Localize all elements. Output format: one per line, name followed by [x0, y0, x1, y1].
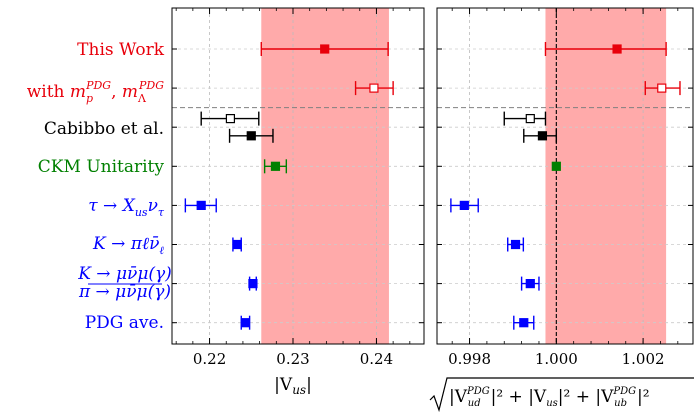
marker [369, 83, 379, 93]
uncertainty-band [545, 8, 667, 344]
marker [240, 318, 251, 328]
data-point [507, 237, 525, 252]
data-point [228, 128, 274, 143]
row-label-kmu2-ratio: K → μν̄μ(γ) π → μν̄μ(γ) [77, 264, 172, 302]
marker [225, 113, 236, 124]
data-point [450, 198, 479, 213]
uncertainty-band [261, 8, 389, 344]
row-label-this-work: This Work [77, 40, 165, 60]
data-point [200, 111, 260, 126]
row-labels: This Work with mpPDG, mΛPDG Cabibbo et a… [27, 40, 172, 333]
marker [270, 161, 281, 171]
marker [525, 113, 535, 124]
marker [537, 131, 548, 141]
data-point [354, 81, 394, 96]
row-label-tau-decay: τ → Xusντ [88, 196, 165, 219]
data-point [232, 237, 242, 252]
data-point [644, 81, 681, 96]
tick-label: 0.22 [193, 350, 226, 368]
data-point [263, 159, 288, 174]
row-label-ckm-unitarity: CKM Unitarity [38, 157, 165, 177]
tick-label: 0.23 [276, 350, 309, 368]
data-point [551, 161, 561, 171]
xlabel-unitarity: |VPDG ud |² + |Vus|² + |VPDG ub |² [429, 377, 694, 413]
data-point [513, 315, 535, 330]
row-label-pdg-average: PDG ave. [85, 313, 164, 333]
marker [196, 200, 206, 210]
marker [612, 44, 622, 54]
data-point [184, 198, 217, 213]
data-point [240, 315, 251, 330]
plot-area [172, 8, 424, 344]
marker [551, 161, 561, 171]
axes-frame [436, 7, 694, 345]
axes-frame [171, 7, 425, 345]
xlabel-vus: |Vus| [274, 375, 312, 397]
tick-label: 0.24 [360, 350, 393, 368]
panel-vus: 0.22 0.23 0.24 [171, 7, 425, 368]
marker [657, 83, 667, 93]
tick-label: 0.998 [448, 350, 491, 368]
marker [459, 200, 469, 210]
data-point [523, 128, 558, 143]
marker [320, 44, 330, 54]
marker [232, 239, 242, 250]
plot-area [437, 8, 693, 344]
ratio-numerator: K → μν̄μ(γ) [77, 264, 172, 284]
marker [510, 239, 521, 250]
tick-label: 1.002 [622, 350, 665, 368]
row-label-kaon-semileptonic: K → πℓν̄ℓ [92, 234, 164, 257]
data-point [260, 42, 389, 56]
ratio-denominator: π → μν̄μ(γ) [78, 282, 171, 302]
tick-label: 1.000 [535, 350, 578, 368]
panel-unitarity: 0.998 1.000 1.002 [436, 7, 694, 368]
marker [246, 131, 256, 141]
data-point [520, 276, 540, 291]
row-label-cabibbo: Cabibbo et al. [44, 119, 164, 139]
marker [525, 279, 535, 289]
data-point [544, 42, 667, 56]
row-label-pdg-masses: with mpPDG, mΛPDG [27, 79, 164, 105]
data-point [503, 111, 547, 126]
marker [519, 318, 529, 328]
marker [248, 279, 258, 289]
data-point [248, 276, 258, 291]
sqrt-sign [429, 377, 694, 413]
